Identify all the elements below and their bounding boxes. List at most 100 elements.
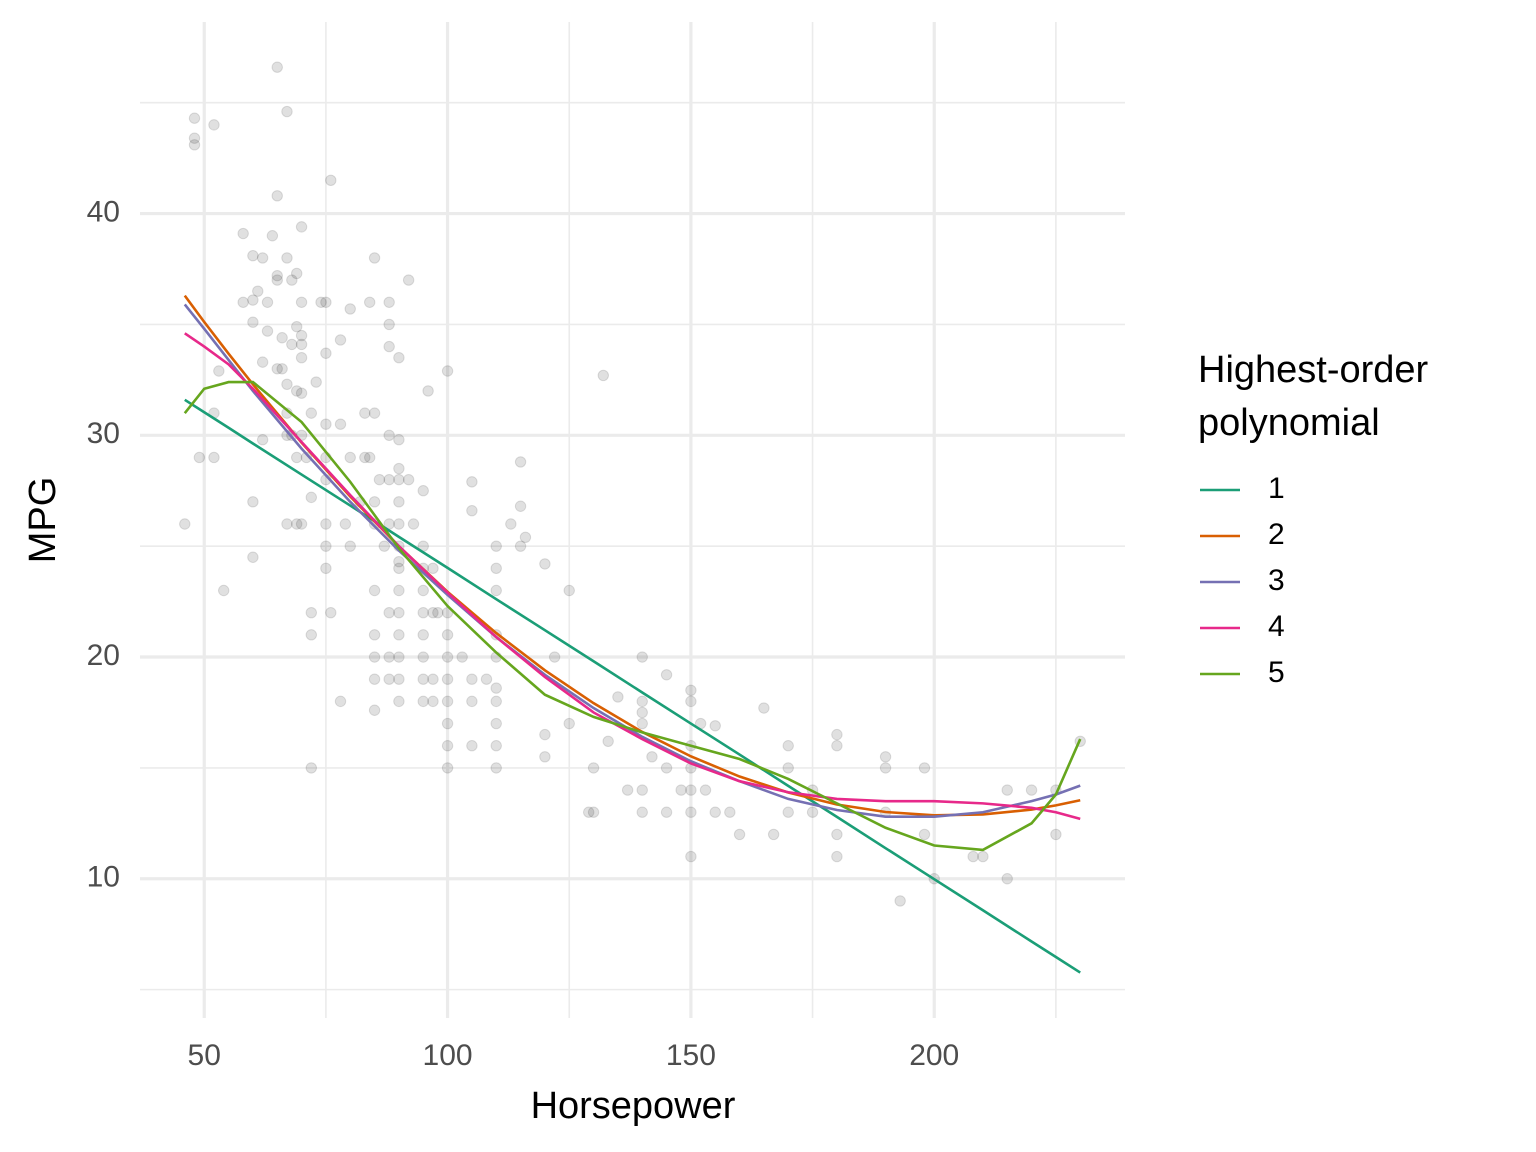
point (364, 451, 376, 464)
point (266, 230, 279, 242)
point (583, 806, 595, 818)
point (441, 762, 454, 774)
point (879, 762, 892, 774)
point (344, 303, 356, 315)
point (295, 387, 308, 399)
point (320, 347, 332, 359)
point (782, 762, 794, 774)
fit-line (183, 294, 1081, 817)
point (393, 518, 405, 530)
point (383, 429, 395, 442)
point (427, 673, 439, 685)
point (621, 784, 634, 796)
point (291, 267, 303, 280)
point (490, 584, 502, 597)
point (831, 828, 843, 841)
point (305, 629, 318, 641)
point (466, 740, 478, 752)
point (339, 518, 352, 530)
point (247, 316, 259, 328)
point (685, 684, 697, 696)
point (193, 451, 206, 464)
point (368, 629, 381, 641)
point (334, 695, 347, 708)
point (393, 555, 405, 568)
point (325, 174, 337, 187)
point (237, 296, 249, 308)
fit-line (184, 332, 1081, 821)
point (393, 651, 405, 663)
point (295, 296, 308, 308)
point (514, 456, 527, 468)
point (256, 356, 269, 368)
point (368, 496, 381, 508)
point (320, 418, 332, 430)
point (320, 540, 332, 552)
point (539, 751, 551, 763)
point (514, 500, 527, 512)
point (368, 407, 381, 419)
legend-item: 2 (1200, 518, 1285, 551)
point (685, 806, 697, 818)
point (247, 294, 259, 306)
point (305, 762, 318, 774)
point (383, 673, 395, 685)
point (359, 407, 371, 419)
legend-label: 3 (1268, 564, 1285, 597)
legend-label: 2 (1268, 518, 1285, 551)
point (295, 338, 308, 351)
point (334, 334, 347, 346)
point (1001, 784, 1013, 796)
point (281, 105, 293, 118)
point (441, 717, 454, 730)
point (427, 695, 439, 708)
point (310, 376, 322, 388)
point (281, 378, 293, 391)
point (660, 669, 673, 681)
point (247, 250, 259, 262)
point (539, 558, 551, 570)
point (1050, 828, 1062, 841)
point (733, 828, 746, 841)
point (247, 551, 259, 563)
legend-item: 1 (1200, 472, 1285, 505)
point (782, 740, 794, 752)
fit-line (183, 303, 1081, 818)
point (368, 584, 381, 597)
point (432, 606, 444, 619)
point (393, 351, 405, 364)
point (977, 850, 989, 863)
point (417, 485, 429, 497)
point (480, 673, 493, 685)
point (685, 695, 697, 708)
point (831, 850, 843, 863)
point (490, 540, 502, 552)
point (393, 462, 405, 475)
point (636, 651, 648, 663)
point (315, 296, 327, 308)
point (1025, 784, 1038, 796)
point (675, 784, 687, 796)
x-tick-label: 100 (423, 1039, 473, 1072)
point (320, 518, 332, 530)
point (218, 584, 230, 597)
point (271, 274, 283, 286)
point (188, 139, 201, 151)
point (271, 61, 283, 73)
legend-label: 5 (1268, 656, 1285, 689)
point (490, 717, 502, 730)
y-tick-label: 30 (87, 417, 120, 450)
point (441, 629, 454, 641)
point (256, 252, 269, 264)
point (699, 784, 712, 796)
point (636, 706, 648, 719)
point (393, 562, 405, 575)
point (466, 695, 478, 708)
legend-label: 1 (1268, 472, 1285, 505)
point (208, 119, 220, 131)
legend-title: Highest-order (1198, 349, 1429, 391)
point (320, 296, 332, 308)
point (709, 720, 721, 732)
point (286, 274, 298, 286)
